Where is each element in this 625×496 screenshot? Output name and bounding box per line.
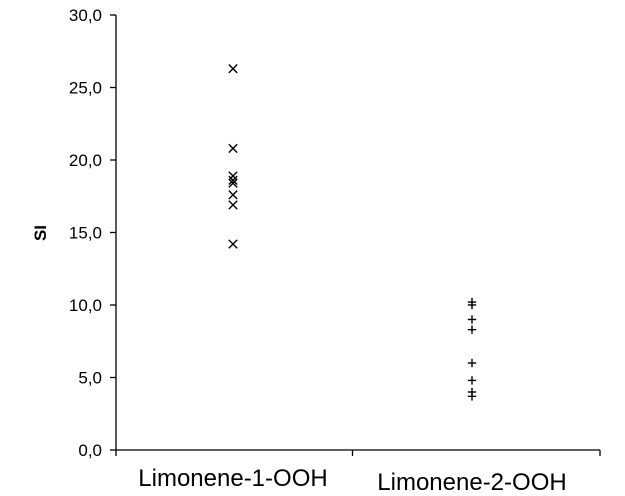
x-marker-point bbox=[228, 200, 238, 210]
plus-marker-point bbox=[467, 392, 477, 401]
x-axis: Limonene-1-OOH Limonene-2-OOH bbox=[115, 449, 601, 496]
data-points bbox=[228, 63, 477, 401]
x-category-label: Limonene-2-OOH bbox=[377, 469, 566, 496]
x-marker-point bbox=[228, 175, 238, 185]
x-marker-point bbox=[228, 63, 238, 74]
y-axis-title: SI bbox=[31, 225, 50, 241]
plus-marker-point bbox=[467, 325, 477, 334]
y-tick-label: 30,0 bbox=[69, 6, 102, 25]
y-tick-label: 15,0 bbox=[69, 224, 102, 243]
x-marker-point bbox=[228, 143, 238, 154]
y-axis: 0,0 5,0 10,0 15,0 20,0 25,0 30,0 bbox=[69, 6, 117, 460]
x-marker-point bbox=[228, 239, 238, 249]
plus-marker-point bbox=[467, 358, 477, 368]
y-tick-label: 25,0 bbox=[69, 79, 102, 98]
y-tick-label: 0,0 bbox=[78, 441, 102, 460]
y-tick-label: 10,0 bbox=[69, 296, 102, 315]
y-tick-label: 5,0 bbox=[78, 369, 102, 388]
y-tick-label: 20,0 bbox=[69, 151, 102, 170]
plus-marker-point bbox=[467, 376, 477, 385]
plus-marker-point bbox=[467, 315, 477, 324]
plus-marker-point bbox=[467, 300, 477, 310]
x-marker-point bbox=[228, 171, 238, 181]
x-marker-point bbox=[228, 178, 238, 188]
x-category-label: Limonene-1-OOH bbox=[138, 465, 327, 492]
x-marker-point bbox=[228, 190, 238, 200]
